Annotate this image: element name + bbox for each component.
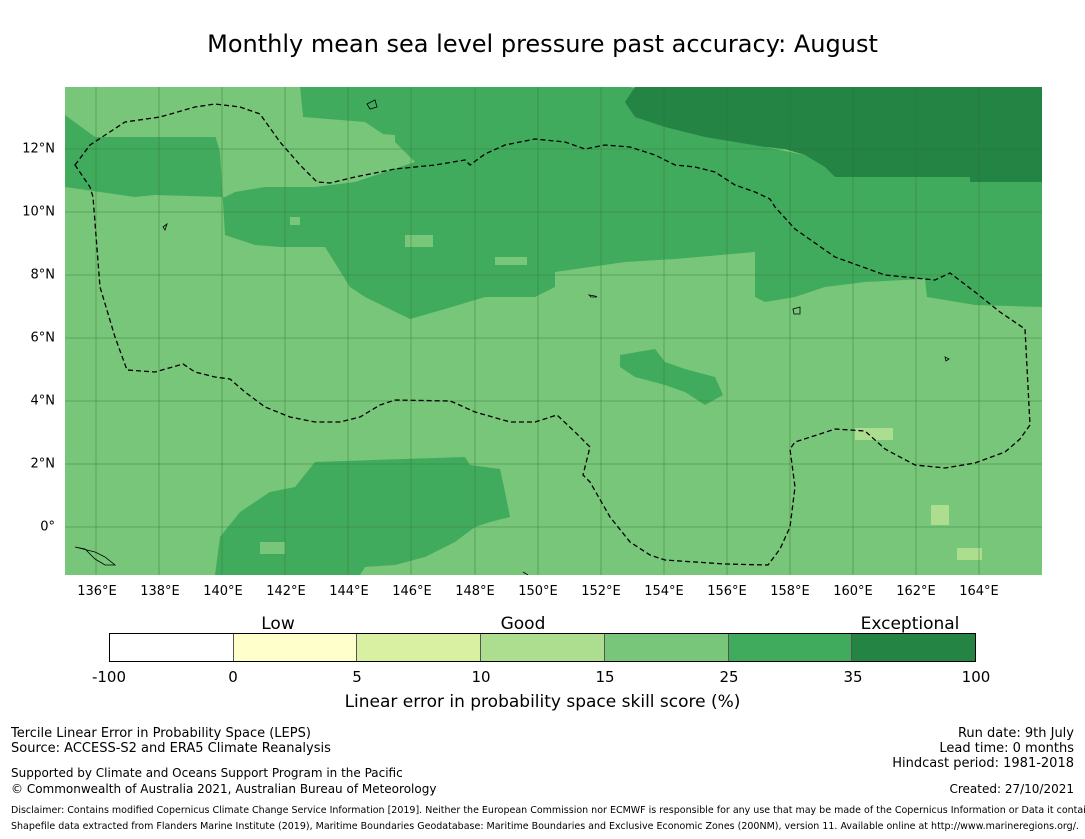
footer-support: Supported by Climate and Oceans Support … [11, 766, 403, 780]
lead-time: Lead time: 0 months [939, 741, 1074, 756]
skill-region-15-25-patch [290, 217, 300, 225]
skill-region-25-35-north [65, 87, 1042, 319]
colorbar-tick: 0 [228, 668, 238, 686]
shapefile-credit: Shapefile data extracted from Flanders M… [11, 821, 1079, 832]
y-tick: 8°N [30, 267, 56, 283]
x-tick: 158°E [770, 584, 810, 599]
y-tick: 4°N [30, 393, 56, 409]
skill-region-15-25-patch [405, 235, 433, 247]
footer-method: Tercile Linear Error in Probability Spac… [11, 726, 311, 741]
colorbar-swatch [728, 634, 853, 661]
colorbar [109, 633, 976, 662]
skill-region-10-15-patch [855, 428, 893, 440]
x-tick: 156°E [707, 584, 747, 599]
x-tick: 164°E [959, 584, 999, 599]
skill-region-25-35-central [620, 349, 723, 405]
colorbar-tick: 10 [471, 668, 491, 686]
skill-region-15-25-patch [495, 257, 527, 265]
x-tick: 160°E [833, 584, 873, 599]
skill-map [65, 87, 1042, 575]
colorbar-category-low: Low [261, 614, 295, 634]
skill-region-25-35-south [215, 457, 510, 575]
x-tick: 162°E [896, 584, 936, 599]
disclaimer: Disclaimer: Contains modified Copernicus… [11, 805, 1085, 816]
x-tick: 148°E [455, 584, 495, 599]
footer-copyright: © Commonwealth of Australia 2021, Austra… [11, 782, 437, 796]
skill-region-25-35-north-fill [65, 135, 160, 187]
colorbar-tick: 100 [961, 668, 991, 686]
colorbar-label: Linear error in probability space skill … [344, 692, 741, 712]
colorbar-category-exceptional: Exceptional [860, 614, 960, 634]
island-outlines [74, 99, 950, 575]
y-tick: 2°N [30, 456, 56, 472]
skill-region-10-15-patch [957, 548, 982, 560]
colorbar-swatch [604, 634, 729, 661]
colorbar-tick: -100 [91, 668, 127, 686]
y-tick: 6°N [30, 330, 56, 346]
gridlines [65, 87, 1042, 575]
colorbar-swatch [357, 634, 482, 661]
colorbar-tick: 25 [719, 668, 739, 686]
colorbar-swatch [110, 634, 234, 661]
x-tick: 142°E [266, 584, 306, 599]
x-tick: 140°E [203, 584, 243, 599]
colorbar-swatch [852, 634, 976, 661]
colorbar-swatch [481, 634, 605, 661]
skill-region-10-15-patch [931, 505, 949, 525]
colorbar-tick: 15 [595, 668, 615, 686]
skill-region-15-25-north [75, 87, 395, 182]
skill-region-15-25-south-spot [260, 542, 285, 554]
y-tick: 10°N [22, 204, 55, 220]
chart-title: Monthly mean sea level pressure past acc… [207, 30, 878, 58]
x-tick: 144°E [329, 584, 369, 599]
y-tick: 0° [40, 519, 55, 535]
run-date: Run date: 9th July [957, 726, 1074, 741]
footer-source: Source: ACCESS-S2 and ERA5 Climate Reana… [11, 741, 331, 756]
colorbar-tick: 35 [843, 668, 863, 686]
skill-region-35-100 [625, 87, 1042, 182]
x-tick: 152°E [581, 584, 621, 599]
created-date: Created: 27/10/2021 [949, 782, 1074, 796]
eez-boundary [74, 103, 1031, 566]
x-tick: 136°E [77, 584, 117, 599]
colorbar-tick: 5 [352, 668, 362, 686]
y-tick: 12°N [22, 141, 55, 157]
x-tick: 138°E [140, 584, 180, 599]
hindcast-period: Hindcast period: 1981-2018 [892, 756, 1074, 771]
colorbar-swatch [233, 634, 358, 661]
x-tick: 154°E [644, 584, 684, 599]
x-tick: 150°E [518, 584, 558, 599]
colorbar-category-good: Good [500, 614, 546, 634]
x-tick: 146°E [392, 584, 432, 599]
